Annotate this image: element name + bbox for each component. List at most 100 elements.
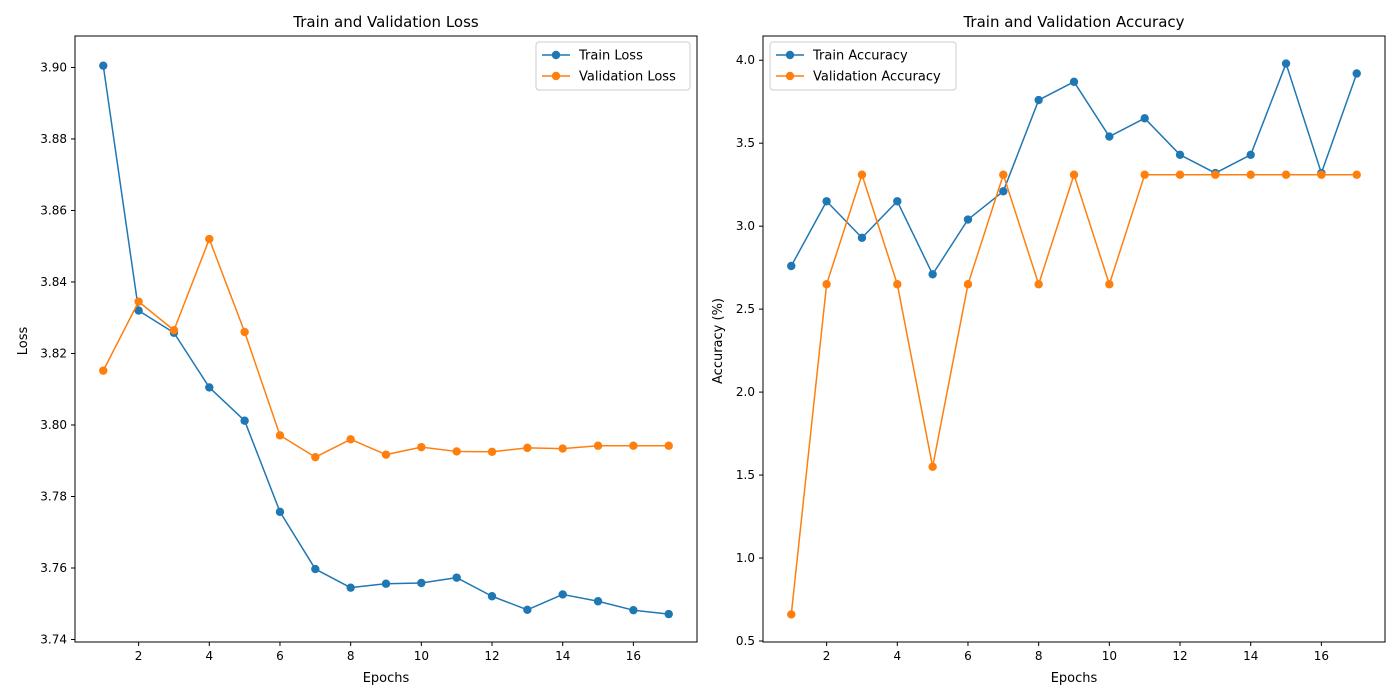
loss-point-train-loss-10 [417, 578, 426, 588]
loss-point-validation-loss-11 [452, 447, 461, 456]
accuracy-point-validation-accuracy-8 [1034, 280, 1043, 289]
accuracy-point-train-accuracy-4 [893, 197, 902, 206]
accuracy-point-train-accuracy-8 [1034, 95, 1043, 105]
loss-point-validation-loss-8 [346, 435, 355, 444]
accuracy-xtick-label-2: 2 [823, 649, 831, 663]
loss-legend: Train Loss Validation Loss [535, 41, 691, 91]
accuracy-chart: Train and Validation Accuracy Epochs Acc… [711, 13, 1386, 686]
accuracy-point-validation-accuracy-12 [1175, 170, 1185, 179]
loss-point-validation-loss-1 [99, 366, 108, 375]
accuracy-point-validation-accuracy-1 [787, 610, 796, 619]
loss-xtick-label-14: 14 [555, 649, 570, 663]
accuracy-point-validation-accuracy-6 [963, 280, 973, 289]
loss-point-train-loss-11 [452, 573, 461, 582]
loss-ytick-label-3-84: 3.84 [40, 275, 67, 289]
accuracy-plot-frame [762, 35, 1386, 643]
loss-chart: Train and Validation Loss Epochs Loss 2 4… [16, 13, 698, 686]
accuracy-point-train-accuracy-3 [857, 233, 867, 242]
accuracy-point-validation-accuracy-2 [822, 280, 831, 289]
accuracy-ytick-label-3-0: 3.0 [736, 219, 755, 233]
loss-point-train-loss-4 [205, 383, 214, 392]
accuracy-xtick-label-8: 8 [1035, 649, 1043, 663]
accuracy-ytick-label-0-5: 0.5 [736, 634, 755, 648]
loss-point-train-loss-8 [346, 583, 355, 592]
accuracy-legend-marker-train-accuracy [785, 50, 795, 60]
loss-point-train-loss-1 [99, 61, 108, 70]
loss-point-validation-loss-10 [417, 442, 426, 452]
accuracy-xtick-label-10: 10 [1102, 649, 1117, 663]
loss-point-train-loss-13 [523, 605, 532, 615]
accuracy-point-validation-accuracy-13 [1211, 170, 1220, 179]
loss-point-validation-loss-17 [664, 441, 673, 450]
accuracy-legend-marker-validation-accuracy [785, 71, 795, 81]
loss-legend-box [535, 41, 691, 91]
loss-point-validation-loss-4 [205, 234, 214, 244]
loss-point-train-loss-16 [629, 605, 638, 615]
accuracy-point-validation-accuracy-9 [1069, 170, 1079, 179]
accuracy-xtick-label-12: 12 [1172, 649, 1187, 663]
accuracy-point-train-accuracy-9 [1069, 77, 1079, 87]
loss-point-train-loss-15 [593, 597, 603, 606]
loss-point-validation-loss-7 [311, 452, 320, 462]
loss-point-validation-loss-3 [169, 326, 179, 335]
accuracy-chart-ylabel: Accuracy (%) [711, 298, 726, 384]
accuracy-point-validation-accuracy-16 [1317, 170, 1326, 179]
loss-ytick-label-3-86: 3.86 [40, 203, 67, 217]
accuracy-point-validation-accuracy-10 [1105, 280, 1114, 289]
loss-point-validation-loss-9 [381, 450, 391, 459]
accuracy-xtick-label-6: 6 [964, 649, 972, 663]
accuracy-point-train-accuracy-12 [1175, 150, 1185, 160]
loss-ytick-label-3-78: 3.78 [40, 489, 67, 503]
loss-xtick-label-6: 6 [276, 649, 284, 663]
accuracy-point-train-accuracy-6 [963, 215, 973, 224]
loss-point-validation-loss-15 [593, 441, 603, 450]
loss-ytick-label-3-80: 3.80 [40, 418, 67, 432]
accuracy-xtick-label-14: 14 [1243, 649, 1258, 663]
accuracy-point-validation-accuracy-11 [1140, 170, 1149, 179]
accuracy-point-train-accuracy-7 [999, 187, 1008, 196]
loss-xtick-label-12: 12 [484, 649, 499, 663]
accuracy-legend-box [769, 41, 957, 91]
accuracy-legend: Train Accuracy Validation Accuracy [769, 41, 957, 91]
loss-point-train-loss-7 [311, 564, 320, 574]
loss-point-train-loss-2 [134, 306, 143, 315]
accuracy-ytick-label-4-0: 4.0 [736, 53, 755, 67]
loss-point-train-loss-6 [275, 507, 285, 517]
loss-point-train-loss-9 [381, 579, 391, 588]
loss-legend-label-validation-loss: Validation Loss [579, 70, 676, 85]
loss-point-validation-loss-12 [487, 447, 497, 456]
loss-ytick-label-3-82: 3.82 [40, 346, 67, 360]
accuracy-point-validation-accuracy-17 [1352, 170, 1361, 179]
loss-ytick-label-3-90: 3.90 [40, 60, 67, 74]
accuracy-ytick-label-2-0: 2.0 [736, 385, 755, 399]
accuracy-ytick-label-1-0: 1.0 [736, 551, 755, 565]
loss-point-train-loss-12 [487, 592, 497, 601]
loss-series-train-loss-line [102, 65, 669, 615]
accuracy-point-validation-accuracy-5 [928, 462, 937, 471]
loss-point-validation-loss-13 [523, 443, 532, 453]
loss-xtick-label-16: 16 [626, 649, 641, 663]
accuracy-series-train-accuracy-line [790, 62, 1358, 276]
accuracy-point-train-accuracy-1 [787, 261, 796, 271]
loss-point-validation-loss-6 [275, 431, 285, 440]
loss-ytick-label-3-74: 3.74 [40, 632, 67, 646]
loss-point-validation-loss-2 [134, 297, 143, 306]
loss-legend-marker-validation-loss [551, 71, 561, 81]
loss-chart-xlabel: Epochs [363, 671, 410, 686]
loss-xtick-label-4: 4 [205, 649, 213, 663]
accuracy-point-train-accuracy-14 [1246, 150, 1255, 160]
loss-ytick-label-3-88: 3.88 [40, 132, 67, 146]
loss-chart-title: Train and Validation Loss [292, 13, 479, 31]
accuracy-chart-xlabel: Epochs [1051, 671, 1098, 686]
accuracy-ytick-label-3-5: 3.5 [736, 136, 755, 150]
accuracy-point-validation-accuracy-3 [857, 170, 867, 179]
accuracy-point-train-accuracy-2 [822, 197, 831, 206]
loss-point-validation-loss-5 [240, 327, 249, 337]
accuracy-ytick-label-2-5: 2.5 [736, 302, 755, 316]
accuracy-legend-label-validation-accuracy: Validation Accuracy [813, 70, 941, 85]
loss-point-validation-loss-14 [558, 444, 567, 453]
loss-legend-label-train-loss: Train Loss [578, 49, 643, 64]
accuracy-point-validation-accuracy-15 [1281, 170, 1291, 179]
accuracy-xtick-label-4: 4 [893, 649, 901, 663]
